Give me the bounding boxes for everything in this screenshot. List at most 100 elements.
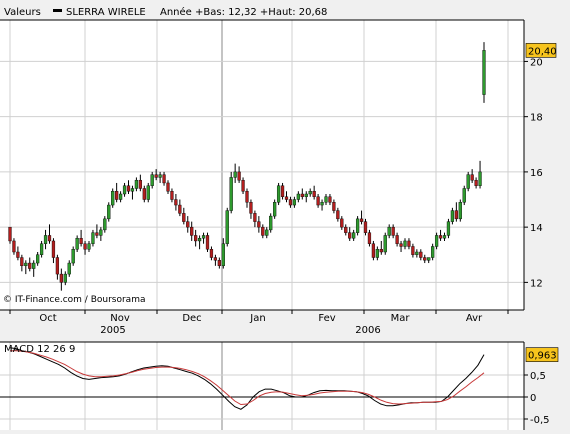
candle-body [166,182,170,192]
candle-body [284,196,289,200]
candle-body [16,251,20,258]
candle-body [87,243,91,250]
price-tick-label: 14 [530,223,543,234]
candle-body [466,174,470,189]
candle-body [138,179,142,189]
candle-body [478,171,482,186]
macd-badge-text: 0,963 [528,351,557,362]
candle-body [71,249,75,264]
candle-body [107,204,111,220]
candle-body [269,215,273,231]
candle-body [407,240,411,247]
candle-body [20,257,24,267]
candle-body [403,240,407,247]
candle-body [75,237,79,250]
candle-body [32,262,36,269]
macd-plot-area [0,342,524,430]
candle-body [158,174,162,178]
candle-body [213,257,218,261]
candle-body [111,191,115,206]
candle-body [249,202,253,214]
candle-body [63,273,67,283]
candle-body [470,174,474,181]
candle-body [446,221,451,236]
candle-body [304,193,308,197]
candle-body [415,251,419,255]
x-tick-label: Nov [110,313,130,324]
x-tick-label: Oct [39,313,56,324]
candle-body [130,188,135,192]
candle-body [8,226,12,242]
candle-body [174,199,178,206]
candle-body [395,235,399,244]
candle-body [134,179,139,189]
candle-body [367,232,372,244]
candle-body [241,179,245,192]
macd-tick-label: 0 [530,393,536,404]
candle-body [474,179,478,186]
price-badge-text: 20,40 [528,46,557,57]
candle-body [36,254,40,264]
candle-body [431,246,435,258]
candle-body [225,210,229,244]
price-tick-label: 12 [530,278,543,289]
candle-body [146,185,150,200]
series-name: SLERRA WIRELE [66,7,146,18]
candle-body [51,240,56,258]
candle-body [103,218,107,231]
x-tick-label: Dec [182,313,201,324]
candle-body [182,213,186,222]
candle-body [427,257,431,261]
candle-body [438,235,443,239]
candle-body [39,243,44,255]
candle-body [442,235,447,239]
candle-body [371,243,376,258]
candle-body [201,235,206,239]
candle-body [336,210,340,220]
candle-body [12,240,16,253]
x-tick-label: Mar [391,313,411,324]
candle-body [217,260,221,267]
candle-body [399,243,403,247]
header-label: Valeurs [4,7,41,18]
candle-body [363,221,368,233]
candle-body [162,174,166,184]
candle-body [154,174,158,178]
signal-line [10,350,485,406]
candle-body [458,202,462,220]
x-tick-label: Avr [466,313,483,324]
price-badge [525,43,557,58]
candle-body [411,246,415,255]
candle-body [300,193,304,197]
year-range-text: Année +Bas: 12,32 +Haut: 20,68 [160,6,327,18]
candle-body [379,249,383,253]
candle-body [276,185,281,203]
candle-body [328,196,332,203]
candle-body [352,232,356,239]
candle-body [83,243,87,250]
price-axis: 12 14 16 18 20 [524,57,543,289]
candle-body [387,226,391,236]
candle-body [99,229,103,236]
candle-body [391,226,395,236]
price-grid [0,20,524,310]
candle-body [320,202,324,206]
candle-body [308,191,312,195]
candle-body [178,204,182,214]
candle-body [43,235,48,244]
candle-body [383,235,387,253]
x-tick-label: Fev [318,313,335,324]
macd-tick-label: -0,5 [530,415,550,426]
candle-body [324,196,328,203]
candle-body [47,235,52,242]
macd-title: MACD 12 26 9 [4,344,75,355]
candle-body [316,196,320,206]
candle-body [221,243,225,267]
candle-body [229,177,233,211]
candle-body [419,251,423,258]
candle-body [375,249,379,258]
candle-body [186,221,190,228]
candle-body [209,249,214,258]
candle-body [273,202,277,217]
price-tick-label: 20 [530,57,543,68]
